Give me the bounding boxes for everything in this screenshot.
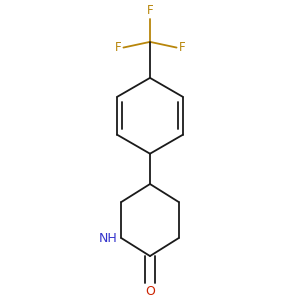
- Text: O: O: [145, 285, 155, 298]
- Text: F: F: [147, 4, 153, 17]
- Text: F: F: [115, 41, 122, 54]
- Text: NH: NH: [99, 232, 118, 244]
- Text: F: F: [178, 41, 185, 54]
